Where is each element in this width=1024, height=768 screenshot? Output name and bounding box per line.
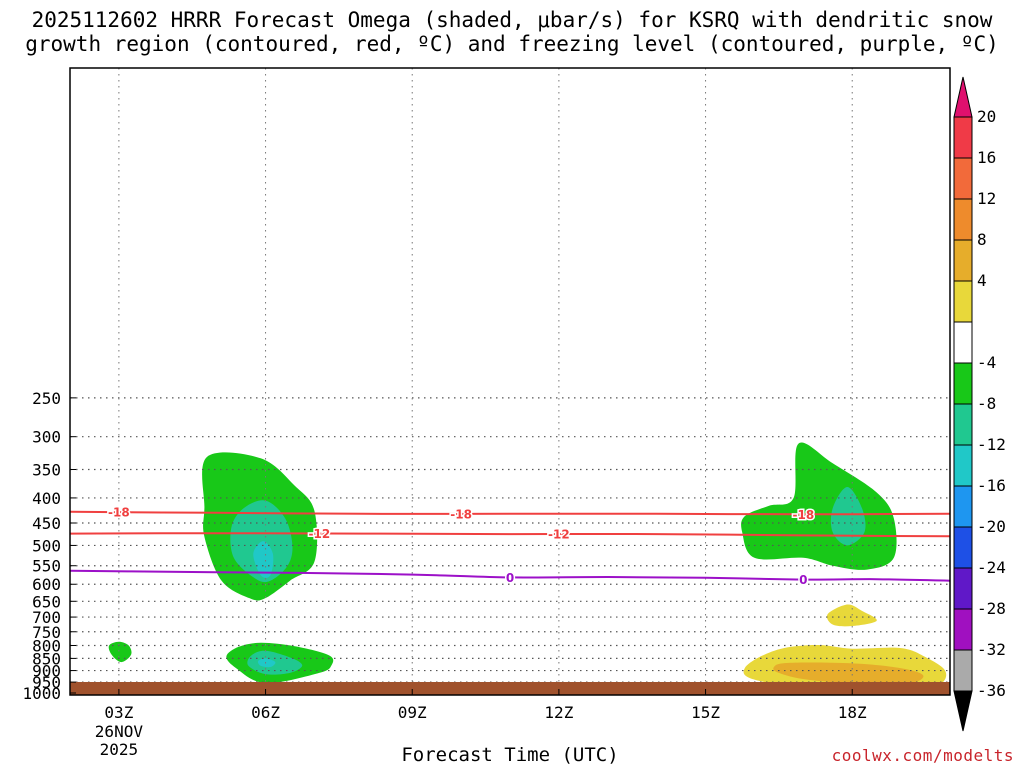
colorbar-swatch-0 [953,116,973,159]
y-tick-label-550: 550 [32,557,61,576]
colorbar-label-4: 4 [977,271,987,290]
colorbar-swatch-13 [953,649,973,692]
y-tick-label-350: 350 [32,461,61,480]
x-tick-label-12Z: 12Z [544,703,573,722]
contour-label--18: -18 [792,508,814,522]
y-tick-label-250: 250 [32,389,61,408]
x-axis-title: Forecast Time (UTC) [401,744,619,766]
colorbar-label--8: -8 [977,394,996,413]
colorbar-swatch-8 [953,444,973,487]
colorbar-label-20: 20 [977,107,996,126]
colorbar-label-16: 16 [977,148,996,167]
y-tick-label-500: 500 [32,536,61,555]
omega-region-afternoon-core [830,487,866,546]
surface-ground-bar [70,682,950,695]
colorbar-swatch-1 [953,157,973,200]
y-tick-label-750: 750 [32,623,61,642]
omega-region-low-morning-inner [257,658,276,668]
colorbar-swatch-4 [953,280,973,323]
omega-region-morning-core [230,500,293,583]
colorbar-label--12: -12 [977,435,1006,454]
omega-region-afternoon-upward [741,442,897,570]
colorbar-bottom-arrow [953,690,973,732]
omega-region-morning-core-inner [253,541,274,578]
y-tick-label-800: 800 [32,636,61,655]
y-tick-label-600: 600 [32,575,61,594]
contour-label--12: -12 [548,528,570,542]
contour-label--18: -18 [108,506,130,520]
colorbar-swatch-9 [953,485,973,528]
colorbar-label--36: -36 [977,681,1006,700]
y-tick-label-850: 850 [32,649,61,668]
colorbar-label--4: -4 [977,353,996,372]
omega-region-afternoon-downward-core [773,662,924,685]
x-tick-label-06Z: 06Z [251,703,280,722]
y-tick-label-700: 700 [32,608,61,627]
colorbar-label--32: -32 [977,640,1006,659]
contour-label-0: 0 [799,573,807,587]
y-tick-label-900: 900 [32,662,61,681]
colorbar-swatch-10 [953,526,973,569]
x-tick-label-09Z: 09Z [398,703,427,722]
colorbar-label-8: 8 [977,230,987,249]
source-credit: coolwx.com/modelts [831,746,1014,765]
colorbar-swatch-3 [953,239,973,282]
y-tick-label-950: 950 [32,673,61,692]
colorbar-swatch-12 [953,608,973,651]
colorbar: 20 16 12 8 4 -4 -8 -12 -16 -20 -24 -28 -32 -36 [953,76,1006,732]
contour-line-0 [70,569,950,582]
x-tick-label-03Z: 03Z [104,703,133,722]
y-tick-label-1000: 1000 [22,684,61,703]
x-tick-label-18Z: 18Z [838,703,867,722]
surface-bar-layer [70,682,950,695]
omega-region-early-low-cell [108,641,132,663]
colorbar-label--24: -24 [977,558,1006,577]
contour-label-0: 0 [506,571,514,585]
y-tick-label-400: 400 [32,489,61,508]
y-tick-label-300: 300 [32,428,61,447]
contour-label--12: -12 [308,527,330,541]
chart-title-line-2: growth region (contoured, red, ºC) and f… [25,32,999,56]
contour-layer: -18 -18 -18 -12 -12 0 0 [70,504,950,589]
colorbar-label--28: -28 [977,599,1006,618]
y-tick-label-650: 650 [32,592,61,611]
colorbar-swatch-7 [953,403,973,446]
x-tick-date: 26NOV [95,722,144,741]
colorbar-swatch-2 [953,198,973,241]
chart-title-line-1: 2025112602 HRRR Forecast Omega (shaded, … [31,8,993,32]
contour-line--12 [70,532,950,538]
contour-line--18 [70,510,950,516]
colorbar-label-12: 12 [977,189,996,208]
colorbar-label--20: -20 [977,517,1006,536]
x-tick-year: 2025 [100,740,139,759]
contour-label--18: -18 [450,507,472,521]
colorbar-swatch-11 [953,567,973,610]
colorbar-swatch-6 [953,362,973,405]
y-axis-labels: 2503003504004505005506006507007508008509… [22,389,76,703]
grid-lines [70,68,950,694]
omega-shading-layer [108,442,947,693]
colorbar-label--16: -16 [977,476,1006,495]
y-tick-label-450: 450 [32,514,61,533]
plot-frame [69,67,951,696]
colorbar-swatch-5 [953,321,973,364]
x-tick-label-15Z: 15Z [691,703,720,722]
colorbar-top-arrow [953,76,973,118]
